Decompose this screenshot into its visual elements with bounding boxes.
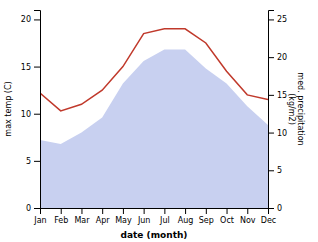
tick-mark <box>34 114 40 115</box>
tick-mark <box>102 208 103 214</box>
tick-mark <box>268 19 274 20</box>
y2-axis-title: med. precipitation(kg/m2) <box>287 72 305 145</box>
tick-label: Jul <box>159 216 170 225</box>
tick: Jan <box>33 208 46 225</box>
tick-mark <box>247 208 248 214</box>
tick: Aug <box>178 208 194 225</box>
tick-label: Apr <box>96 216 111 225</box>
tick: 15 <box>21 63 40 72</box>
tick: Dec <box>261 208 276 225</box>
x-axis-title: date (month) <box>121 230 188 240</box>
tick-mark <box>34 208 40 209</box>
tick-mark <box>268 170 274 171</box>
tick-label: 0 <box>277 204 282 213</box>
tick: 10 <box>268 129 287 138</box>
y-axis-title: max temp (C) <box>4 81 13 136</box>
tick: 20 <box>268 53 287 62</box>
tick: 15 <box>268 91 287 100</box>
tick-label: 20 <box>21 15 31 24</box>
y2-axis-line <box>269 11 275 209</box>
tick-mark <box>34 161 40 162</box>
tick-label: 10 <box>277 129 287 138</box>
tick-label: Sep <box>199 216 214 225</box>
tick-label: 15 <box>21 63 31 72</box>
tick: Feb <box>54 208 68 225</box>
tick: Nov <box>240 208 256 225</box>
tick-label: Feb <box>54 216 68 225</box>
tick: 0 <box>268 204 282 213</box>
tick-label: May <box>115 216 132 225</box>
tick: 25 <box>268 15 287 24</box>
tick-mark <box>61 208 62 214</box>
tick: 5 <box>26 157 40 166</box>
y2-axis: 0 5 10 15 20 25 <box>268 11 287 214</box>
tick-label: 25 <box>277 15 287 24</box>
tick-label: Aug <box>178 216 194 225</box>
tick: Jun <box>137 208 151 225</box>
tick-label: Jun <box>137 216 151 225</box>
tick: Mar <box>74 208 90 225</box>
tick-label: Dec <box>261 216 276 225</box>
tick-mark <box>185 208 186 214</box>
x-axis: Jan Feb Mar Apr May Jun Jul Aug Sep Oct Nov Dec <box>33 208 276 225</box>
tick-mark <box>206 208 207 214</box>
precipitation-area <box>40 50 268 208</box>
y2-axis-title-line: (kg/m2) <box>287 93 296 125</box>
plot-root: JanFebMarAprMayJunJulAugSepOctNovDec0510… <box>4 11 305 241</box>
tick: Jul <box>159 208 170 225</box>
tick: May <box>115 208 132 225</box>
tick-label: 15 <box>277 91 287 100</box>
tick-mark <box>227 208 228 214</box>
tick-label: 5 <box>26 157 31 166</box>
y-axis-line <box>34 11 41 209</box>
tick-mark <box>268 57 274 58</box>
tick: 20 <box>21 15 40 24</box>
x-axis-line <box>41 209 269 215</box>
plot-area <box>40 29 268 208</box>
tick-mark <box>34 67 40 68</box>
tick: 5 <box>268 166 282 175</box>
tick-mark <box>144 208 145 214</box>
tick-label: Nov <box>240 216 256 225</box>
tick-label: Mar <box>74 216 90 225</box>
tick-label: 5 <box>277 166 282 175</box>
tick-mark <box>268 208 274 209</box>
tick-mark <box>34 19 40 20</box>
y2-axis-title-line: med. precipitation <box>296 72 305 145</box>
tick-label: 10 <box>21 110 31 119</box>
tick-mark <box>164 208 165 214</box>
tick-mark <box>81 208 82 214</box>
tick-label: 20 <box>277 53 287 62</box>
tick: Apr <box>96 208 111 225</box>
tick-label: 0 <box>26 204 31 213</box>
tick-mark <box>268 133 274 134</box>
chart: JanFebMarAprMayJunJulAugSepOctNovDec0510… <box>0 0 318 242</box>
tick: Oct <box>220 208 234 225</box>
tick: Sep <box>199 208 214 225</box>
temperature-line <box>40 29 268 111</box>
tick-label: Jan <box>33 216 46 225</box>
y-axis: 0 5 10 15 20 <box>21 11 41 214</box>
tick-mark <box>123 208 124 214</box>
tick: 0 <box>26 204 40 213</box>
tick: 10 <box>21 110 40 119</box>
tick-label: Oct <box>220 216 234 225</box>
tick-mark <box>268 95 274 96</box>
